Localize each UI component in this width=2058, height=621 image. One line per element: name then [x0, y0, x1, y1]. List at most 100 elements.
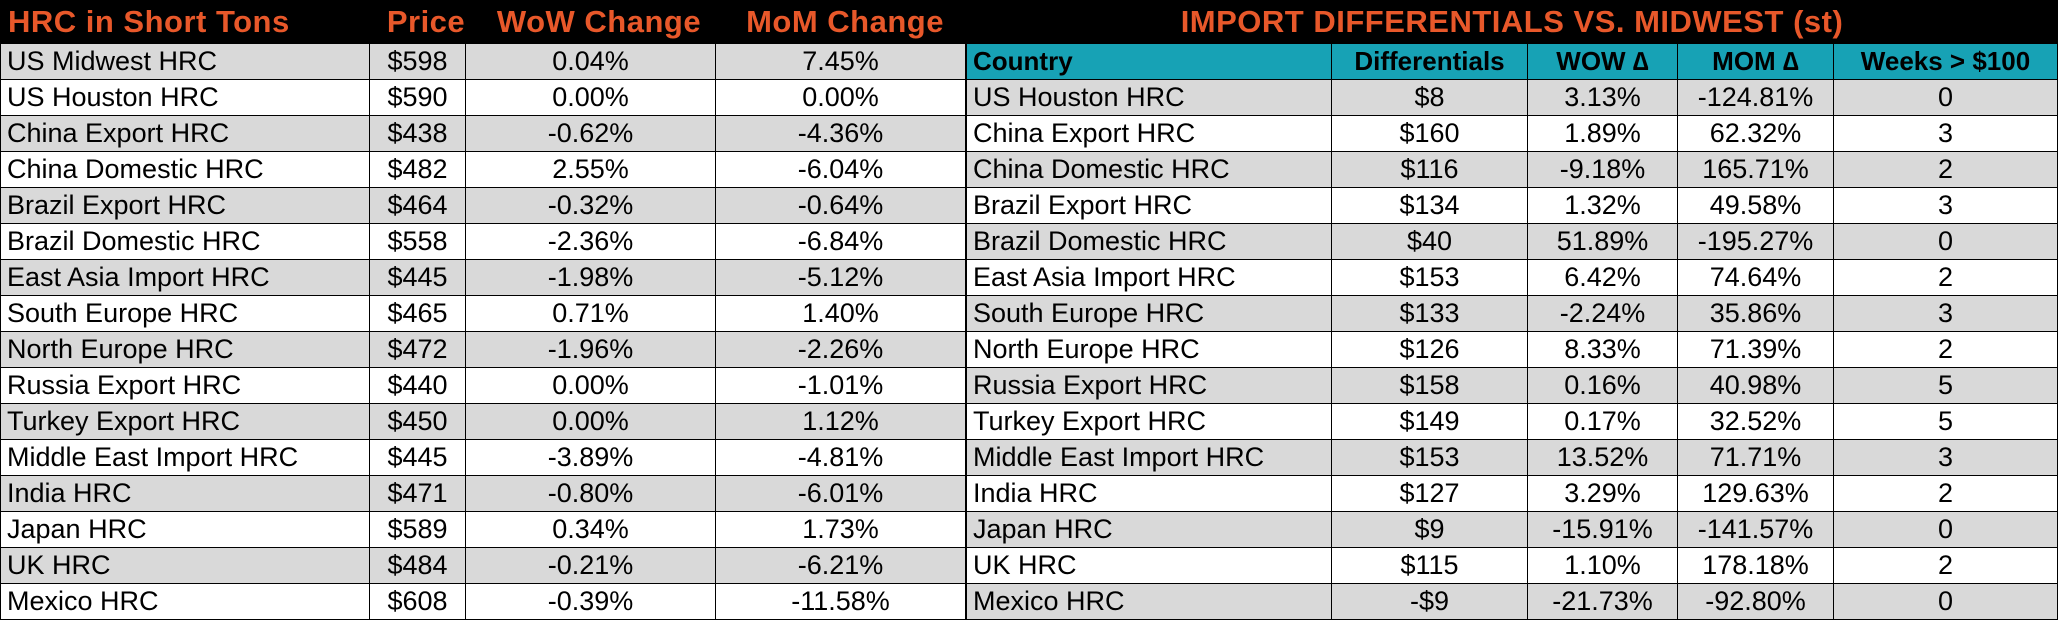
country-cell: Turkey Export HRC — [966, 404, 1332, 439]
weeks-over-100-cell: 3 — [1834, 296, 2058, 331]
weeks-over-100-cell: 2 — [1834, 152, 2058, 187]
table-row: Brazil Export HRC $464 -0.32% -0.64% — [0, 188, 966, 224]
weeks-over-100-cell: 0 — [1834, 80, 2058, 115]
differential-cell: $9 — [1332, 512, 1528, 547]
price-cell: $608 — [370, 584, 466, 619]
header-wow-delta: WOW ∆ — [1528, 44, 1678, 79]
wow-delta-cell: 1.32% — [1528, 188, 1678, 223]
mom-delta-cell: -124.81% — [1678, 80, 1834, 115]
weeks-over-100-cell: 0 — [1834, 512, 2058, 547]
wow-delta-cell: -2.24% — [1528, 296, 1678, 331]
wow-change-cell: -1.96% — [466, 332, 716, 367]
differential-cell: $153 — [1332, 440, 1528, 475]
wow-delta-cell: 6.42% — [1528, 260, 1678, 295]
wow-change-cell: 0.00% — [466, 80, 716, 115]
wow-delta-cell: -15.91% — [1528, 512, 1678, 547]
table-row: US Midwest HRC $598 0.04% 7.45% — [0, 44, 966, 80]
table-row: Brazil Domestic HRC $558 -2.36% -6.84% — [0, 224, 966, 260]
mom-delta-cell: 71.71% — [1678, 440, 1834, 475]
wow-change-cell: -2.36% — [466, 224, 716, 259]
country-cell: Mexico HRC — [966, 584, 1332, 619]
mom-change-cell: 1.12% — [716, 404, 966, 439]
wow-delta-cell: 0.16% — [1528, 368, 1678, 403]
country-cell: China Domestic HRC — [966, 152, 1332, 187]
wow-delta-cell: 3.13% — [1528, 80, 1678, 115]
country-cell: Brazil Export HRC — [966, 188, 1332, 223]
table-row: Japan HRC $589 0.34% 1.73% — [0, 512, 966, 548]
product-name-cell: Brazil Domestic HRC — [0, 224, 370, 259]
wow-change-cell: 0.04% — [466, 44, 716, 79]
import-differentials-title: IMPORT DIFFERENTIALS VS. MIDWEST (st) — [1180, 4, 1844, 39]
country-cell: India HRC — [966, 476, 1332, 511]
wow-change-cell: 0.00% — [466, 404, 716, 439]
wow-change-cell: -0.21% — [466, 548, 716, 583]
table-row: India HRC $127 3.29% 129.63% 2 — [966, 476, 2058, 512]
table-row: UK HRC $484 -0.21% -6.21% — [0, 548, 966, 584]
import-differentials-column-headers: Country Differentials WOW ∆ MOM ∆ Weeks … — [966, 44, 2058, 80]
header-wow-change: WoW Change — [496, 4, 702, 39]
country-cell: Japan HRC — [966, 512, 1332, 547]
wow-change-cell: 0.34% — [466, 512, 716, 547]
mom-delta-cell: 62.32% — [1678, 116, 1834, 151]
mom-delta-cell: 165.71% — [1678, 152, 1834, 187]
price-cell: $590 — [370, 80, 466, 115]
country-cell: South Europe HRC — [966, 296, 1332, 331]
weeks-over-100-cell: 2 — [1834, 476, 2058, 511]
product-name-cell: Russia Export HRC — [0, 368, 370, 403]
header-mom-delta: MOM ∆ — [1678, 44, 1834, 79]
import-differentials-table: IMPORT DIFFERENTIALS VS. MIDWEST (st) Co… — [966, 0, 2058, 620]
wow-change-cell: 0.00% — [466, 368, 716, 403]
mom-change-cell: -11.58% — [716, 584, 966, 619]
price-cell: $445 — [370, 440, 466, 475]
differential-cell: $116 — [1332, 152, 1528, 187]
header-mom-change: MoM Change — [746, 4, 944, 39]
price-cell: $450 — [370, 404, 466, 439]
country-cell: East Asia Import HRC — [966, 260, 1332, 295]
table-row: North Europe HRC $472 -1.96% -2.26% — [0, 332, 966, 368]
mom-change-cell: -4.81% — [716, 440, 966, 475]
table-row: South Europe HRC $133 -2.24% 35.86% 3 — [966, 296, 2058, 332]
table-row: Russia Export HRC $440 0.00% -1.01% — [0, 368, 966, 404]
weeks-over-100-cell: 5 — [1834, 404, 2058, 439]
mom-change-cell: -5.12% — [716, 260, 966, 295]
differential-cell: $115 — [1332, 548, 1528, 583]
price-cell: $589 — [370, 512, 466, 547]
country-cell: Middle East Import HRC — [966, 440, 1332, 475]
hrc-price-table: HRC in Short Tons Price WoW Change MoM C… — [0, 0, 966, 620]
price-cell: $445 — [370, 260, 466, 295]
mom-change-cell: 1.40% — [716, 296, 966, 331]
wow-delta-cell: -21.73% — [1528, 584, 1678, 619]
product-name-cell: Japan HRC — [0, 512, 370, 547]
mom-delta-cell: 178.18% — [1678, 548, 1834, 583]
price-cell: $465 — [370, 296, 466, 331]
differential-cell: $158 — [1332, 368, 1528, 403]
table-row: India HRC $471 -0.80% -6.01% — [0, 476, 966, 512]
price-cell: $440 — [370, 368, 466, 403]
weeks-over-100-cell: 0 — [1834, 224, 2058, 259]
table-row: Turkey Export HRC $149 0.17% 32.52% 5 — [966, 404, 2058, 440]
header-hrc-in-short-tons: HRC in Short Tons — [8, 4, 290, 39]
product-name-cell: US Midwest HRC — [0, 44, 370, 79]
product-name-cell: Turkey Export HRC — [0, 404, 370, 439]
table-row: UK HRC $115 1.10% 178.18% 2 — [966, 548, 2058, 584]
table-row: East Asia Import HRC $445 -1.98% -5.12% — [0, 260, 966, 296]
mom-change-cell: -0.64% — [716, 188, 966, 223]
wow-change-cell: -0.62% — [466, 116, 716, 151]
differential-cell: $134 — [1332, 188, 1528, 223]
mom-delta-cell: -92.80% — [1678, 584, 1834, 619]
price-cell: $472 — [370, 332, 466, 367]
wow-delta-cell: 1.89% — [1528, 116, 1678, 151]
header-price: Price — [386, 4, 466, 39]
wow-delta-cell: -9.18% — [1528, 152, 1678, 187]
hrc-price-table-header: HRC in Short Tons Price WoW Change MoM C… — [0, 0, 966, 44]
weeks-over-100-cell: 2 — [1834, 260, 2058, 295]
country-cell: Brazil Domestic HRC — [966, 224, 1332, 259]
mom-change-cell: -6.01% — [716, 476, 966, 511]
mom-delta-cell: 32.52% — [1678, 404, 1834, 439]
table-row: Japan HRC $9 -15.91% -141.57% 0 — [966, 512, 2058, 548]
wow-change-cell: -0.39% — [466, 584, 716, 619]
product-name-cell: Mexico HRC — [0, 584, 370, 619]
table-row: China Domestic HRC $116 -9.18% 165.71% 2 — [966, 152, 2058, 188]
table-row: Middle East Import HRC $445 -3.89% -4.81% — [0, 440, 966, 476]
price-cell: $438 — [370, 116, 466, 151]
